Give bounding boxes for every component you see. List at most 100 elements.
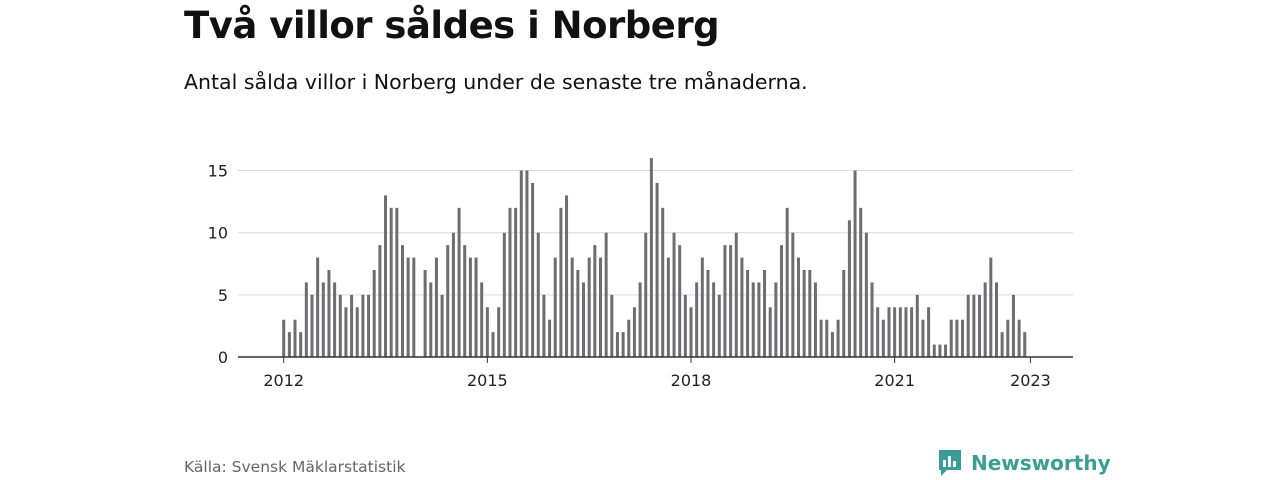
bar	[729, 245, 733, 357]
bar	[559, 207, 563, 357]
bar	[893, 307, 897, 357]
bar	[378, 245, 382, 357]
bar	[746, 269, 750, 357]
bar	[955, 319, 959, 357]
bar	[536, 232, 540, 357]
bar	[344, 307, 348, 357]
bar	[966, 294, 970, 357]
bar	[853, 170, 857, 357]
bar	[440, 294, 444, 357]
bar	[689, 307, 693, 357]
bar	[774, 282, 778, 357]
bar	[632, 307, 636, 357]
bar	[367, 294, 371, 357]
bar	[847, 220, 851, 357]
bar	[972, 294, 976, 357]
bar	[887, 307, 891, 357]
bar	[723, 245, 727, 357]
bar	[406, 257, 410, 357]
bar	[570, 257, 574, 357]
bar	[389, 207, 393, 357]
bar	[791, 232, 795, 357]
bar	[751, 282, 755, 357]
bar	[808, 269, 812, 357]
bar	[457, 207, 461, 357]
data-label: 2	[1025, 0, 1035, 4]
bar	[683, 294, 687, 357]
bar	[525, 170, 529, 357]
bar	[304, 282, 308, 357]
source-note: Källa: Svensk Mäklarstatistik	[184, 458, 406, 476]
bar	[819, 319, 823, 357]
y-tick-label: 10	[208, 224, 228, 243]
bar	[921, 319, 925, 357]
bar	[548, 319, 552, 357]
bar	[338, 294, 342, 357]
bar	[836, 319, 840, 357]
bar	[768, 307, 772, 357]
bar	[910, 307, 914, 357]
bar	[468, 257, 472, 357]
bar	[757, 282, 761, 357]
bar	[355, 307, 359, 357]
bar	[587, 257, 591, 357]
bar	[859, 207, 863, 357]
bar	[576, 269, 580, 357]
bar	[321, 282, 325, 357]
bar	[384, 195, 388, 357]
bar	[282, 319, 286, 357]
bar	[740, 257, 744, 357]
bar	[463, 245, 467, 357]
bar	[451, 232, 455, 357]
bar	[842, 269, 846, 357]
chart-subtitle: Antal sålda villor i Norberg under de se…	[184, 70, 808, 94]
chart-title: Två villor såldes i Norberg	[184, 4, 720, 47]
bar	[712, 282, 716, 357]
bar	[508, 207, 512, 357]
bar	[316, 257, 320, 357]
bar	[938, 344, 942, 357]
bar	[491, 332, 495, 357]
bar	[497, 307, 501, 357]
bar	[672, 232, 676, 357]
brand-logo[interactable]: Newsworthy	[937, 448, 1111, 478]
bar-chart: 0 5 10 15 2 2012 2015 2018 2021 2023	[208, 0, 1073, 390]
newsworthy-logo-icon	[939, 450, 961, 476]
bar	[763, 269, 767, 357]
bar	[542, 294, 546, 357]
bar	[915, 294, 919, 357]
bar	[400, 245, 404, 357]
bar	[830, 332, 834, 357]
bar	[604, 232, 608, 357]
bar	[474, 257, 478, 357]
bar	[621, 332, 625, 357]
x-tick-label: 2015	[467, 371, 508, 390]
bar	[994, 282, 998, 357]
bar	[429, 282, 433, 357]
y-tick-label: 15	[208, 162, 228, 181]
bar	[310, 294, 314, 357]
bar	[327, 269, 331, 357]
bar	[734, 232, 738, 357]
bar	[700, 257, 704, 357]
bar	[638, 282, 642, 357]
bar	[446, 245, 450, 357]
bar	[780, 245, 784, 357]
bar	[553, 257, 557, 357]
bar	[717, 294, 721, 357]
bar	[423, 269, 427, 357]
bar	[485, 307, 489, 357]
bar	[678, 245, 682, 357]
bar	[961, 319, 965, 357]
bar	[825, 319, 829, 357]
bar	[287, 332, 291, 357]
bar	[615, 332, 619, 357]
bar	[706, 269, 710, 357]
bar	[932, 344, 936, 357]
bar	[666, 257, 670, 357]
bar	[610, 294, 614, 357]
bar	[904, 307, 908, 357]
bar	[661, 207, 665, 357]
bar	[1000, 332, 1004, 357]
bar	[531, 182, 535, 357]
